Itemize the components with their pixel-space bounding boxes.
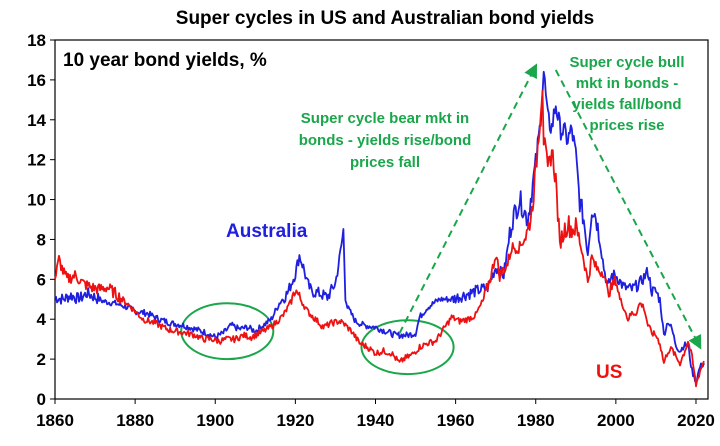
y-tick-label: 2 [37, 350, 46, 369]
chart-subtitle: 10 year bond yields, % [63, 50, 267, 71]
highlight-circles [180, 302, 455, 376]
x-tick-label: 1940 [357, 411, 395, 430]
y-tick-label: 0 [37, 390, 46, 409]
x-tick-label: 1960 [437, 411, 475, 430]
annotation-bull-line-2: mkt in bonds - [576, 75, 679, 92]
annotation-bull-line-3: yields fall/bond [572, 96, 681, 113]
series-lines [54, 70, 705, 388]
annotation-bear: Super cycle bear mkt in bonds - yields r… [299, 110, 472, 171]
highlight-ellipse-2 [360, 319, 455, 376]
y-tick-label: 4 [37, 310, 47, 329]
y-axis: 0 2 4 6 8 10 12 14 16 18 [27, 31, 55, 409]
x-tick-label: 1900 [196, 411, 234, 430]
highlight-ellipse-1 [180, 302, 275, 361]
y-tick-label: 10 [27, 191, 46, 210]
series-line-us [54, 90, 705, 388]
series-label-us: US [596, 362, 622, 383]
y-tick-label: 16 [27, 71, 46, 90]
annotation-bear-line-2: bonds - yields rise/bond [299, 132, 472, 149]
chart-title: Super cycles in US and Australian bond y… [176, 8, 594, 29]
x-tick-label: 2000 [597, 411, 635, 430]
trend-arrow-1 [398, 63, 538, 334]
annotation-bear-line-1: Super cycle bear mkt in [301, 110, 469, 127]
x-tick-label: 1920 [276, 411, 314, 430]
x-tick-label: 1880 [116, 411, 154, 430]
plot-area [54, 39, 709, 400]
y-tick-label: 6 [37, 270, 46, 289]
annotation-bear-line-3: prices fall [350, 154, 420, 171]
x-tick-label: 1980 [517, 411, 555, 430]
y-tick-label: 14 [27, 111, 46, 130]
series-line-australia [54, 70, 705, 383]
y-tick-label: 12 [27, 151, 46, 170]
series-label-australia: Australia [226, 221, 308, 242]
x-tick-label: 1860 [36, 411, 74, 430]
annotation-bull: Super cycle bull mkt in bonds - yields f… [569, 54, 684, 134]
trend-arrows [398, 63, 702, 350]
annotation-bull-line-4: prices rise [589, 117, 664, 134]
y-tick-label: 18 [27, 31, 46, 50]
y-tick-label: 8 [37, 230, 46, 249]
x-tick-label: 2020 [677, 411, 715, 430]
trend-arrow-2 [554, 69, 702, 350]
annotation-bull-line-1: Super cycle bull [569, 54, 684, 71]
x-axis: 1860 1880 1900 1920 1940 1960 1980 2000 2020 [36, 399, 715, 430]
plot-border [54, 39, 709, 400]
